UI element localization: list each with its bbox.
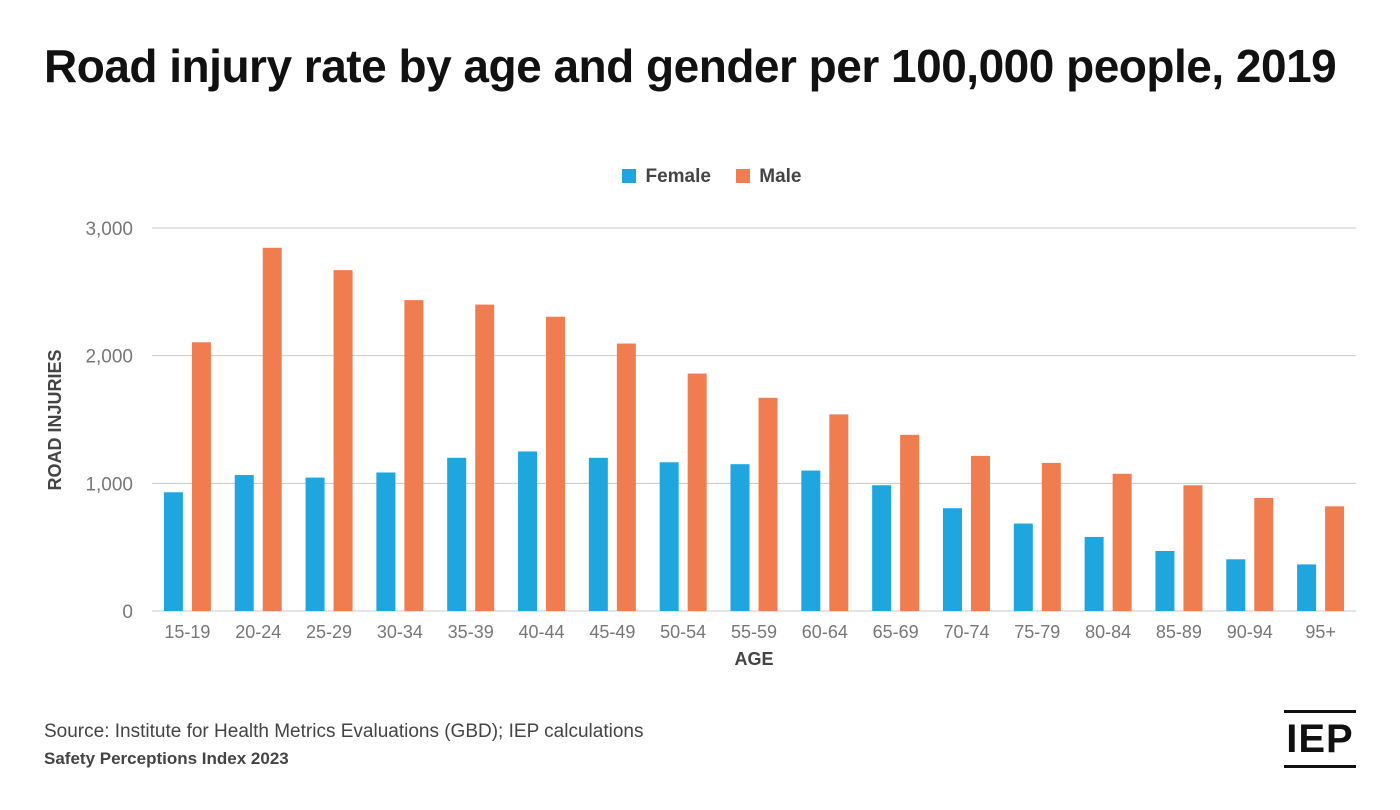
legend-item-male: Male	[736, 166, 802, 188]
bar-male	[262, 247, 282, 611]
logo-text: IEP	[1286, 717, 1354, 761]
bar-female	[1013, 523, 1033, 611]
logo-top-bar	[1284, 710, 1356, 713]
x-tick-label: 15-19	[164, 622, 210, 642]
bar-male	[1254, 498, 1274, 611]
x-tick-label: 90-94	[1227, 622, 1273, 642]
legend-label-female: Female	[645, 166, 711, 187]
bar-male	[758, 397, 778, 611]
bar-female	[659, 462, 679, 611]
bar-female	[305, 477, 325, 611]
bar-chart: 0 1,000 2,000 3,000 15-19 20-24 25-29 30-34 35-3…	[45, 219, 1356, 669]
bar-female	[942, 508, 962, 611]
x-axis-title: AGE	[734, 649, 773, 669]
bar-male	[687, 373, 707, 611]
bar-female	[1084, 536, 1104, 611]
logo-bottom-bar	[1284, 765, 1356, 768]
legend-label-male: Male	[759, 166, 802, 187]
bar-male	[1112, 473, 1132, 611]
y-tick-label: 2,000	[85, 347, 133, 368]
x-tick-label: 55-59	[731, 622, 777, 642]
bar-female	[518, 451, 538, 611]
x-tick-label: 75-79	[1014, 622, 1060, 642]
x-tick-label: 40-44	[519, 622, 565, 642]
legend: Female Male	[0, 166, 1400, 188]
legend-item-female: Female	[622, 166, 711, 188]
x-tick-label: 65-69	[873, 622, 919, 642]
bar-female	[1155, 550, 1175, 611]
bar-female	[730, 464, 750, 611]
bar-male	[900, 434, 920, 611]
chart-title: Road injury rate by age and gender per 1…	[44, 40, 1337, 92]
bar-male	[1325, 506, 1345, 611]
bar-male	[616, 343, 636, 611]
bar-female	[163, 492, 183, 611]
source-note: Source: Institute for Health Metrics Eva…	[44, 721, 644, 742]
bar-male	[1183, 485, 1203, 611]
bar-female	[1226, 559, 1246, 611]
bar-female	[1297, 564, 1317, 611]
x-tick-label: 70-74	[943, 622, 989, 642]
x-tick-label: 50-54	[660, 622, 706, 642]
bar-male	[829, 414, 849, 611]
bar-female	[872, 485, 892, 611]
x-tick-label: 80-84	[1085, 622, 1131, 642]
bar-male	[475, 304, 495, 611]
x-tick-label: 45-49	[589, 622, 635, 642]
y-tick-label: 1,000	[85, 474, 133, 495]
y-axis-title: ROAD INJURIES	[45, 349, 65, 490]
y-tick-label: 3,000	[85, 219, 133, 240]
publication-name: Safety Perceptions Index 2023	[44, 749, 289, 768]
x-tick-label: 60-64	[802, 622, 848, 642]
legend-swatch-female	[622, 169, 637, 183]
bar-female	[447, 457, 467, 611]
x-tick-label: 95+	[1305, 622, 1336, 642]
x-tick-label: 35-39	[448, 622, 494, 642]
iep-logo: IEP	[1284, 710, 1356, 768]
bar-male	[333, 270, 353, 611]
bar-male	[970, 455, 990, 611]
bar-male	[546, 316, 566, 611]
bar-female	[376, 472, 396, 611]
bar-male	[1041, 462, 1061, 611]
x-tick-label: 30-34	[377, 622, 423, 642]
bar-male	[404, 300, 424, 611]
bar-male	[191, 342, 211, 611]
bar-female	[588, 457, 608, 611]
x-tick-label: 25-29	[306, 622, 352, 642]
bar-female	[234, 475, 254, 611]
x-tick-label: 20-24	[235, 622, 281, 642]
bar-female	[801, 470, 821, 611]
legend-swatch-male	[736, 169, 751, 183]
x-tick-label: 85-89	[1156, 622, 1202, 642]
y-tick-label: 0	[122, 602, 133, 623]
